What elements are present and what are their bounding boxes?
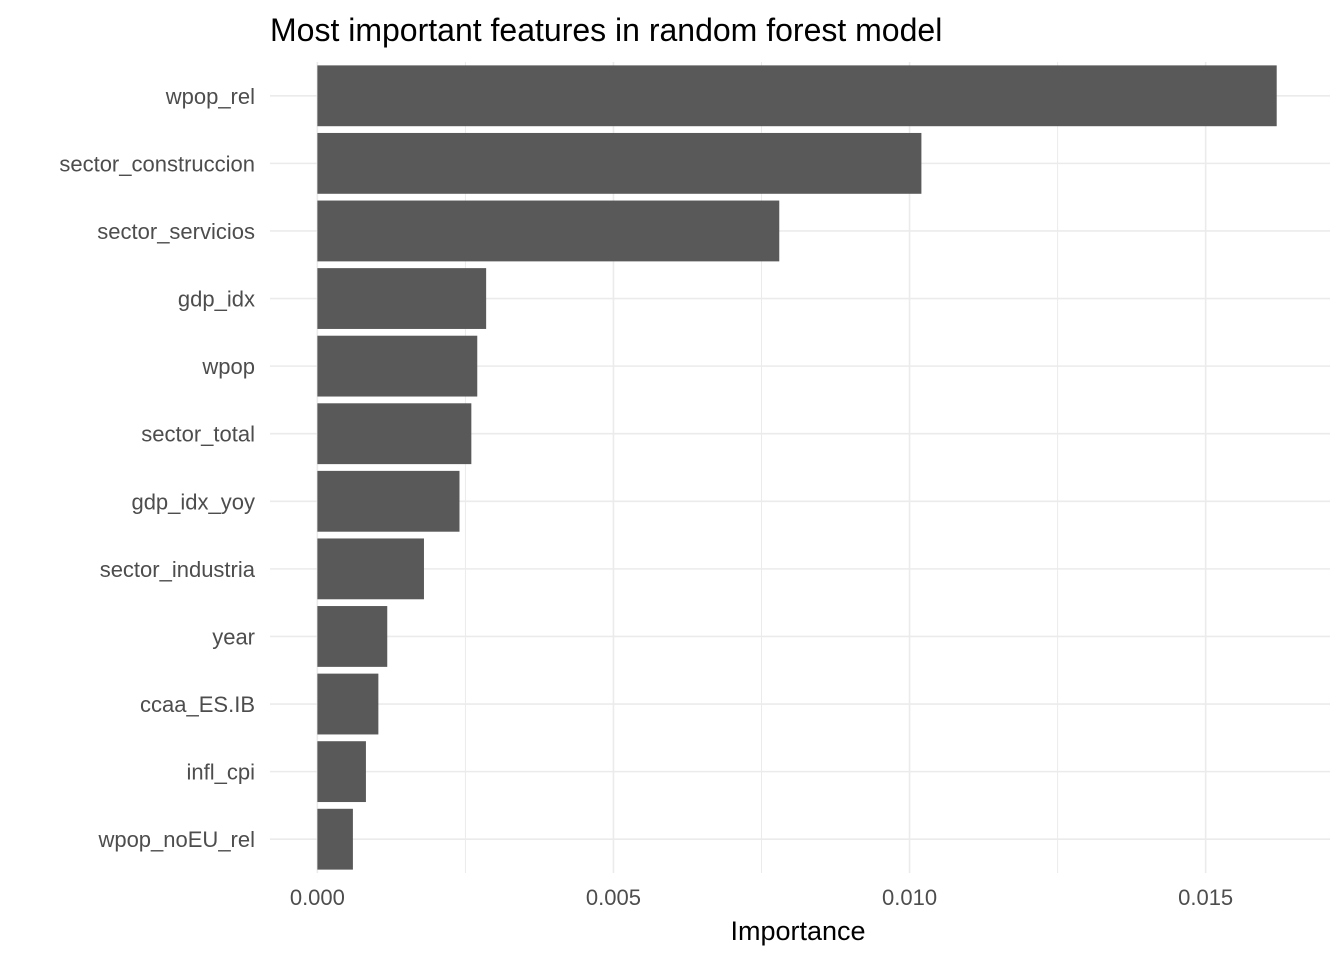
bar-year: [317, 606, 388, 667]
x-tick-label: 0.000: [290, 885, 345, 910]
bar-sector-construccion: [317, 132, 922, 194]
y-tick-label: sector_total: [141, 422, 255, 447]
x-axis-title: Importance: [730, 916, 865, 946]
chart-title: Most important features in random forest…: [270, 12, 942, 48]
x-tick-label: 0.010: [882, 885, 937, 910]
y-tick-labels: wpop_rel sector_construccion sector_servic…: [59, 84, 255, 852]
y-tick-label: gdp_idx: [178, 287, 255, 312]
x-tick-label: 0.005: [586, 885, 641, 910]
y-tick-label: wpop_noEU_rel: [97, 827, 255, 852]
bar-sector-servicios: [317, 200, 780, 262]
y-tick-label: ccaa_ES.IB: [140, 692, 255, 717]
bar-sector-industria: [317, 538, 424, 600]
y-tick-label: infl_cpi: [187, 760, 255, 785]
bar-ccaa-es-ib: [317, 673, 379, 735]
y-tick-label: wpop_rel: [165, 84, 255, 109]
bar-wpop: [317, 335, 478, 397]
bar-gdp-idx: [317, 268, 487, 329]
bar-wpop-rel: [317, 65, 1277, 127]
y-tick-label: gdp_idx_yoy: [131, 489, 255, 514]
x-tick-labels: 0.000 0.005 0.010 0.015: [290, 885, 1233, 910]
y-tick-label: sector_servicios: [97, 219, 255, 244]
y-tick-label: sector_industria: [100, 557, 256, 582]
y-tick-label: year: [212, 624, 255, 649]
bar-sector-total: [317, 403, 472, 465]
y-tick-label: sector_construccion: [59, 151, 255, 176]
x-tick-label: 0.015: [1178, 885, 1233, 910]
bars: [317, 65, 1277, 870]
y-tick-label: wpop: [201, 354, 255, 379]
bar-infl-cpi: [317, 741, 366, 803]
bar-gdp-idx-yoy: [317, 470, 460, 532]
bar-wpop-noeu-rel: [317, 808, 353, 870]
